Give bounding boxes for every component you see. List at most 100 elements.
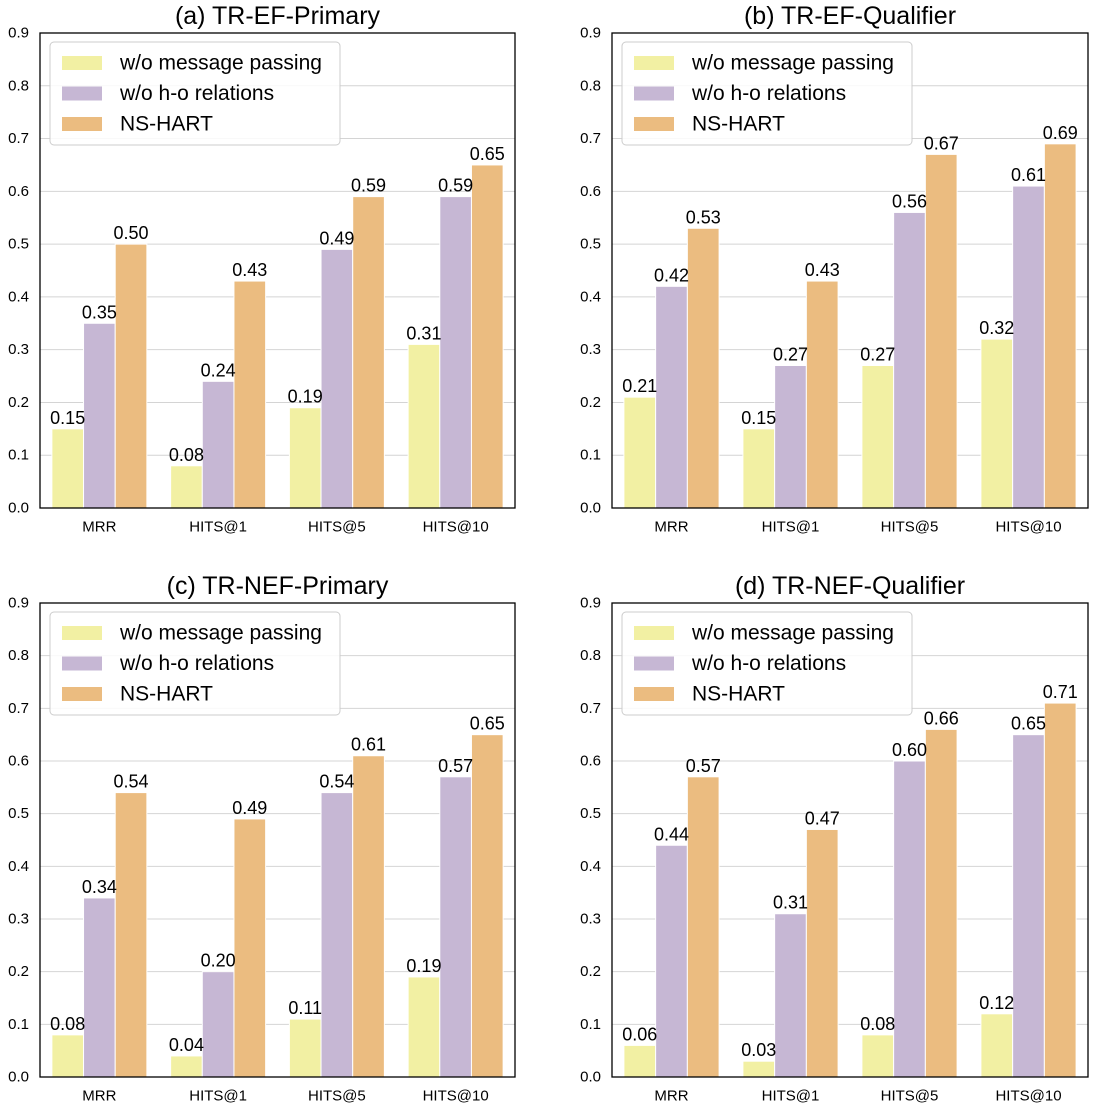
x-tick-label-hits-1: HITS@1 [189,1088,247,1105]
data-label-mrr-w-o-h-o-relations: 0.35 [82,302,117,322]
x-tick-label-hits-5: HITS@5 [308,519,366,536]
data-label-hits-10-w-o-h-o-relations: 0.61 [1011,165,1046,185]
data-label-hits-5-ns-hart: 0.61 [351,735,386,755]
x-tick-label-hits-10: HITS@10 [995,519,1061,536]
legend-box [49,41,341,146]
y-tick-label: 0.6 [580,183,601,200]
legend-swatch-w-o-message-passing [634,626,674,640]
data-label-hits-1-w-o-h-o-relations: 0.20 [201,951,236,971]
data-label-mrr-ns-hart: 0.53 [686,207,721,227]
chart-title: (d) TR-NEF-Qualifier [735,572,965,600]
data-label-hits-10-w-o-h-o-relations: 0.57 [438,756,473,776]
data-label-hits-5-w-o-h-o-relations: 0.54 [319,772,354,792]
y-tick-label: 0.2 [8,394,29,411]
legend-box [49,611,341,716]
bar-hits-5-w-o-h-o-relations [320,248,354,509]
bar-hits-5-ns-hart [352,755,385,1078]
y-tick-label: 0.8 [580,77,601,94]
data-label-mrr-w-o-h-o-relations: 0.42 [654,265,689,285]
plot-frame [611,32,1089,509]
x-tick-label-hits-1: HITS@1 [189,519,247,536]
data-label-hits-5-w-o-message-passing: 0.19 [288,387,323,407]
legend-swatch-ns-hart [62,687,102,701]
plot-frame [611,602,1089,1078]
x-tick-label-hits-5: HITS@5 [308,1088,366,1105]
y-tick-label: 0.6 [8,753,29,770]
plot-frame [39,602,516,1078]
bar-hits-5-w-o-message-passing [861,1034,895,1078]
y-tick-label: 0.8 [8,77,29,94]
bar-hits-10-w-o-h-o-relations [1012,185,1045,509]
x-tick-label-hits-5: HITS@5 [881,1088,939,1105]
bar-hits-1-ns-hart [233,818,267,1078]
y-tick-label: 0.8 [580,647,601,664]
bar-hits-5-w-o-h-o-relations [893,211,926,509]
legend-label-ns-hart: NS-HART [120,683,213,706]
bar-mrr-w-o-h-o-relations [655,285,688,509]
data-label-hits-10-ns-hart: 0.65 [470,144,505,164]
legend-label-w-o-h-o-relations: w/o h-o relations [119,82,274,105]
y-tick-label: 0.0 [8,500,29,517]
x-tick-label-hits-10: HITS@10 [995,1088,1061,1105]
data-label-hits-10-w-o-message-passing: 0.19 [406,956,441,976]
legend-box [621,611,913,716]
x-tick-label-hits-10: HITS@10 [423,1088,489,1105]
plot-frame [39,32,516,509]
y-tick-label: 0.6 [580,753,601,770]
bar-mrr-ns-hart [114,792,148,1078]
bar-hits-1-w-o-message-passing [742,1060,776,1078]
y-tick-label: 0.7 [580,700,601,717]
bar-hits-10-w-o-message-passing [407,976,441,1078]
legend-swatch-ns-hart [634,687,674,701]
legend-label-ns-hart: NS-HART [692,683,785,706]
data-label-hits-1-ns-hart: 0.47 [805,808,840,828]
bar-hits-1-w-o-h-o-relations [774,365,807,509]
y-tick-label: 0.9 [8,25,29,42]
data-label-hits-10-w-o-message-passing: 0.12 [979,993,1014,1013]
data-label-hits-1-w-o-h-o-relations: 0.27 [773,345,808,365]
legend-label-w-o-h-o-relations: w/o h-o relations [691,82,846,105]
y-tick-label: 0.3 [580,341,601,358]
chart-panel-b: 0.0 0.1 0.2 0.3 0.4 0.5 0.6 0.7 0.8 0.9 0.21 0.15 0.… [580,2,1089,536]
data-label-hits-5-ns-hart: 0.59 [351,176,386,196]
chart-panel-a: 0.0 0.1 0.2 0.3 0.4 0.5 0.6 0.7 0.8 0.9 0.15 0.08 0.… [8,2,516,536]
y-tick-label: 0.7 [8,700,29,717]
legend-label-w-o-message-passing: w/o message passing [119,52,322,75]
data-label-hits-5-w-o-message-passing: 0.08 [860,1014,895,1034]
bar-hits-1-ns-hart [233,280,267,509]
legend-box [621,41,913,146]
y-tick-label: 0.1 [8,1016,29,1033]
legend-label-ns-hart: NS-HART [120,113,213,136]
x-tick-label-hits-5: HITS@5 [881,519,939,536]
legend-swatch-ns-hart [62,117,102,131]
data-label-hits-5-w-o-message-passing: 0.11 [288,998,322,1018]
y-tick-label: 0.4 [580,288,601,305]
legend-swatch-ns-hart [634,117,674,131]
data-label-hits-10-w-o-h-o-relations: 0.59 [438,176,473,196]
bar-hits-10-ns-hart [1043,143,1077,509]
legend: w/o message passing w/o h-o relations NS-H… [49,611,341,716]
legend-label-w-o-h-o-relations: w/o h-o relations [691,652,846,675]
data-label-hits-1-w-o-message-passing: 0.04 [169,1035,204,1055]
bar-hits-5-w-o-h-o-relations [320,792,354,1078]
bar-hits-5-w-o-message-passing [288,407,322,509]
data-label-mrr-ns-hart: 0.50 [114,223,149,243]
y-tick-label: 0.5 [8,236,29,253]
legend-label-w-o-message-passing: w/o message passing [691,52,894,75]
y-tick-label: 0.0 [580,1069,601,1086]
data-label-hits-1-w-o-message-passing: 0.08 [169,445,204,465]
bar-mrr-w-o-h-o-relations [83,897,116,1078]
bar-hits-1-w-o-message-passing [170,465,203,509]
x-tick-label-hits-10: HITS@10 [423,519,489,536]
data-label-hits-1-ns-hart: 0.43 [805,260,840,280]
data-label-hits-5-ns-hart: 0.67 [924,133,959,153]
data-label-hits-1-ns-hart: 0.49 [232,798,267,818]
data-label-hits-1-w-o-h-o-relations: 0.24 [201,360,236,380]
data-label-hits-5-ns-hart: 0.66 [924,708,959,728]
x-tick-label-mrr: MRR [82,1088,116,1105]
y-tick-label: 0.4 [580,858,601,875]
data-label-hits-10-ns-hart: 0.69 [1043,123,1078,143]
chart-panel-c: 0.0 0.1 0.2 0.3 0.4 0.5 0.6 0.7 0.8 0.9 0.08 0.04 0.… [8,572,516,1105]
bar-hits-10-w-o-h-o-relations [439,776,472,1078]
x-tick-label-mrr: MRR [654,519,688,536]
